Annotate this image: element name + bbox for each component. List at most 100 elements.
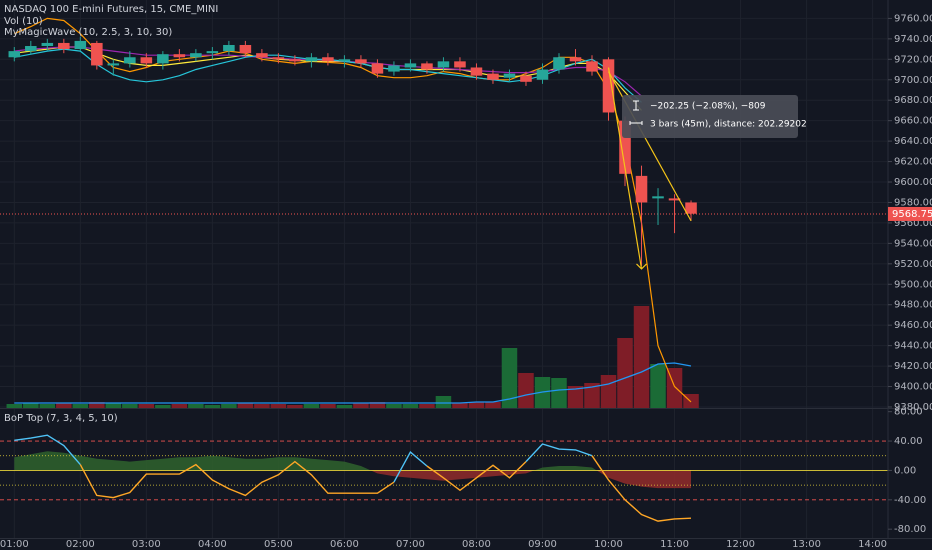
bop-line bbox=[79, 455, 692, 522]
x-tick-label: 07:00 bbox=[396, 539, 425, 550]
x-tick-label: 11:00 bbox=[660, 539, 689, 550]
volume-bar bbox=[386, 404, 402, 408]
bop-pane bbox=[0, 434, 888, 522]
volume bbox=[6, 306, 699, 408]
x-tick-label: 02:00 bbox=[66, 539, 95, 550]
candle-body bbox=[239, 44, 252, 54]
volume-bar bbox=[254, 404, 270, 408]
candle-body bbox=[322, 57, 334, 62]
candle-body bbox=[520, 75, 532, 82]
volume-bar bbox=[584, 383, 600, 408]
volume-bar bbox=[6, 404, 23, 408]
volume-bar bbox=[336, 405, 353, 408]
volume-bar bbox=[303, 404, 320, 408]
volume-bar bbox=[39, 404, 56, 408]
y-tick-label: 9720.00 bbox=[894, 54, 932, 65]
candle-body bbox=[437, 61, 450, 68]
y-tick-label: 9740.00 bbox=[894, 34, 932, 45]
candle-body bbox=[371, 63, 384, 74]
candle-body bbox=[685, 202, 697, 214]
volume-bar bbox=[501, 348, 518, 408]
candle-body bbox=[338, 59, 351, 62]
x-tick-label: 14:00 bbox=[858, 539, 887, 550]
y-tick-label: 9380.00 bbox=[894, 402, 932, 413]
y-tick-label: 9640.00 bbox=[894, 136, 932, 147]
y-tick-label: 9580.00 bbox=[894, 197, 932, 208]
volume-bar bbox=[270, 404, 287, 408]
x-tick-label: 10:00 bbox=[594, 539, 623, 550]
volume-bar bbox=[600, 375, 617, 408]
candle-body bbox=[668, 198, 681, 201]
y-tick-label: 9680.00 bbox=[894, 95, 932, 106]
y-tick-label: 9540.00 bbox=[894, 238, 932, 249]
y-tick-label: 9440.00 bbox=[894, 341, 932, 352]
candle-body bbox=[635, 175, 648, 203]
candle-body bbox=[124, 57, 136, 64]
candle-body bbox=[602, 59, 615, 113]
candle-body bbox=[256, 53, 268, 58]
x-tick-label: 08:00 bbox=[462, 539, 491, 550]
candle-body bbox=[58, 42, 70, 50]
volume-bar bbox=[72, 404, 89, 408]
volume-bar bbox=[402, 404, 419, 408]
measure-tooltip: −202.25 (−2.08%), −809 3 bars (45m), dis… bbox=[622, 95, 807, 138]
y-tick-label: 9760.00 bbox=[894, 13, 932, 24]
candle-body bbox=[8, 51, 21, 58]
candle-body bbox=[41, 42, 54, 47]
candle-body bbox=[289, 59, 301, 62]
trend-drawing bbox=[607, 67, 643, 270]
y-tick-label: 9400.00 bbox=[894, 382, 932, 393]
candle-body bbox=[107, 63, 120, 66]
volume-bar bbox=[369, 402, 386, 408]
volume-bar bbox=[551, 378, 567, 408]
candle-body bbox=[454, 61, 466, 68]
candle-body bbox=[586, 61, 598, 72]
candle-body bbox=[74, 40, 87, 50]
trend-drawing bbox=[607, 71, 692, 222]
volume-bar bbox=[485, 402, 501, 408]
y-tick-label: 0.00 bbox=[894, 465, 916, 476]
y-tick-label: 9420.00 bbox=[894, 361, 932, 372]
candle-body bbox=[206, 51, 219, 54]
volume-bar bbox=[23, 403, 39, 408]
y-tick-label: 9560.00 bbox=[894, 218, 932, 229]
candle-body bbox=[487, 73, 499, 80]
volume-bar bbox=[518, 373, 534, 408]
bop-area-negative bbox=[370, 470, 691, 489]
tooltip-bars: 3 bars (45m), distance: 202.29202 bbox=[650, 120, 807, 130]
volume-bar bbox=[221, 404, 237, 408]
y-tick-label: 9520.00 bbox=[894, 259, 932, 270]
candle-body bbox=[190, 53, 202, 58]
y-tick-label: 9620.00 bbox=[894, 157, 932, 168]
bop-area-positive bbox=[14, 451, 691, 471]
volume-bar bbox=[105, 403, 122, 408]
candle-body bbox=[553, 57, 565, 70]
y-tick-label: 9460.00 bbox=[894, 320, 932, 331]
bop-line bbox=[14, 434, 593, 483]
price-pane bbox=[0, 17, 888, 403]
x-tick-label: 13:00 bbox=[792, 539, 821, 550]
candle-body bbox=[91, 42, 103, 66]
x-tick-label: 05:00 bbox=[264, 539, 293, 550]
candle-body bbox=[536, 69, 549, 80]
volume-bar bbox=[320, 404, 336, 408]
y-tick-label: 9600.00 bbox=[894, 177, 932, 188]
y-tick-label: 9480.00 bbox=[894, 300, 932, 311]
symbol-title: NASDAQ 100 E-mini Futures, 15, CME_MINI bbox=[4, 4, 218, 15]
y-tick-label: 9700.00 bbox=[894, 75, 932, 86]
volume-bar bbox=[435, 396, 452, 408]
candle-body bbox=[404, 63, 417, 68]
candle-body bbox=[173, 54, 186, 58]
volume-bar bbox=[188, 404, 204, 408]
volume-bar bbox=[633, 306, 650, 408]
volume-title: Vol (10) bbox=[4, 16, 43, 27]
tooltip-price: −202.25 (−2.08%), −809 bbox=[650, 102, 766, 112]
candle-body bbox=[157, 54, 169, 64]
candle-body bbox=[569, 57, 582, 62]
volume-bar bbox=[650, 364, 666, 408]
x-tick-label: 06:00 bbox=[330, 539, 359, 550]
x-tick-label: 01:00 bbox=[0, 539, 29, 550]
candle-body bbox=[305, 57, 318, 62]
